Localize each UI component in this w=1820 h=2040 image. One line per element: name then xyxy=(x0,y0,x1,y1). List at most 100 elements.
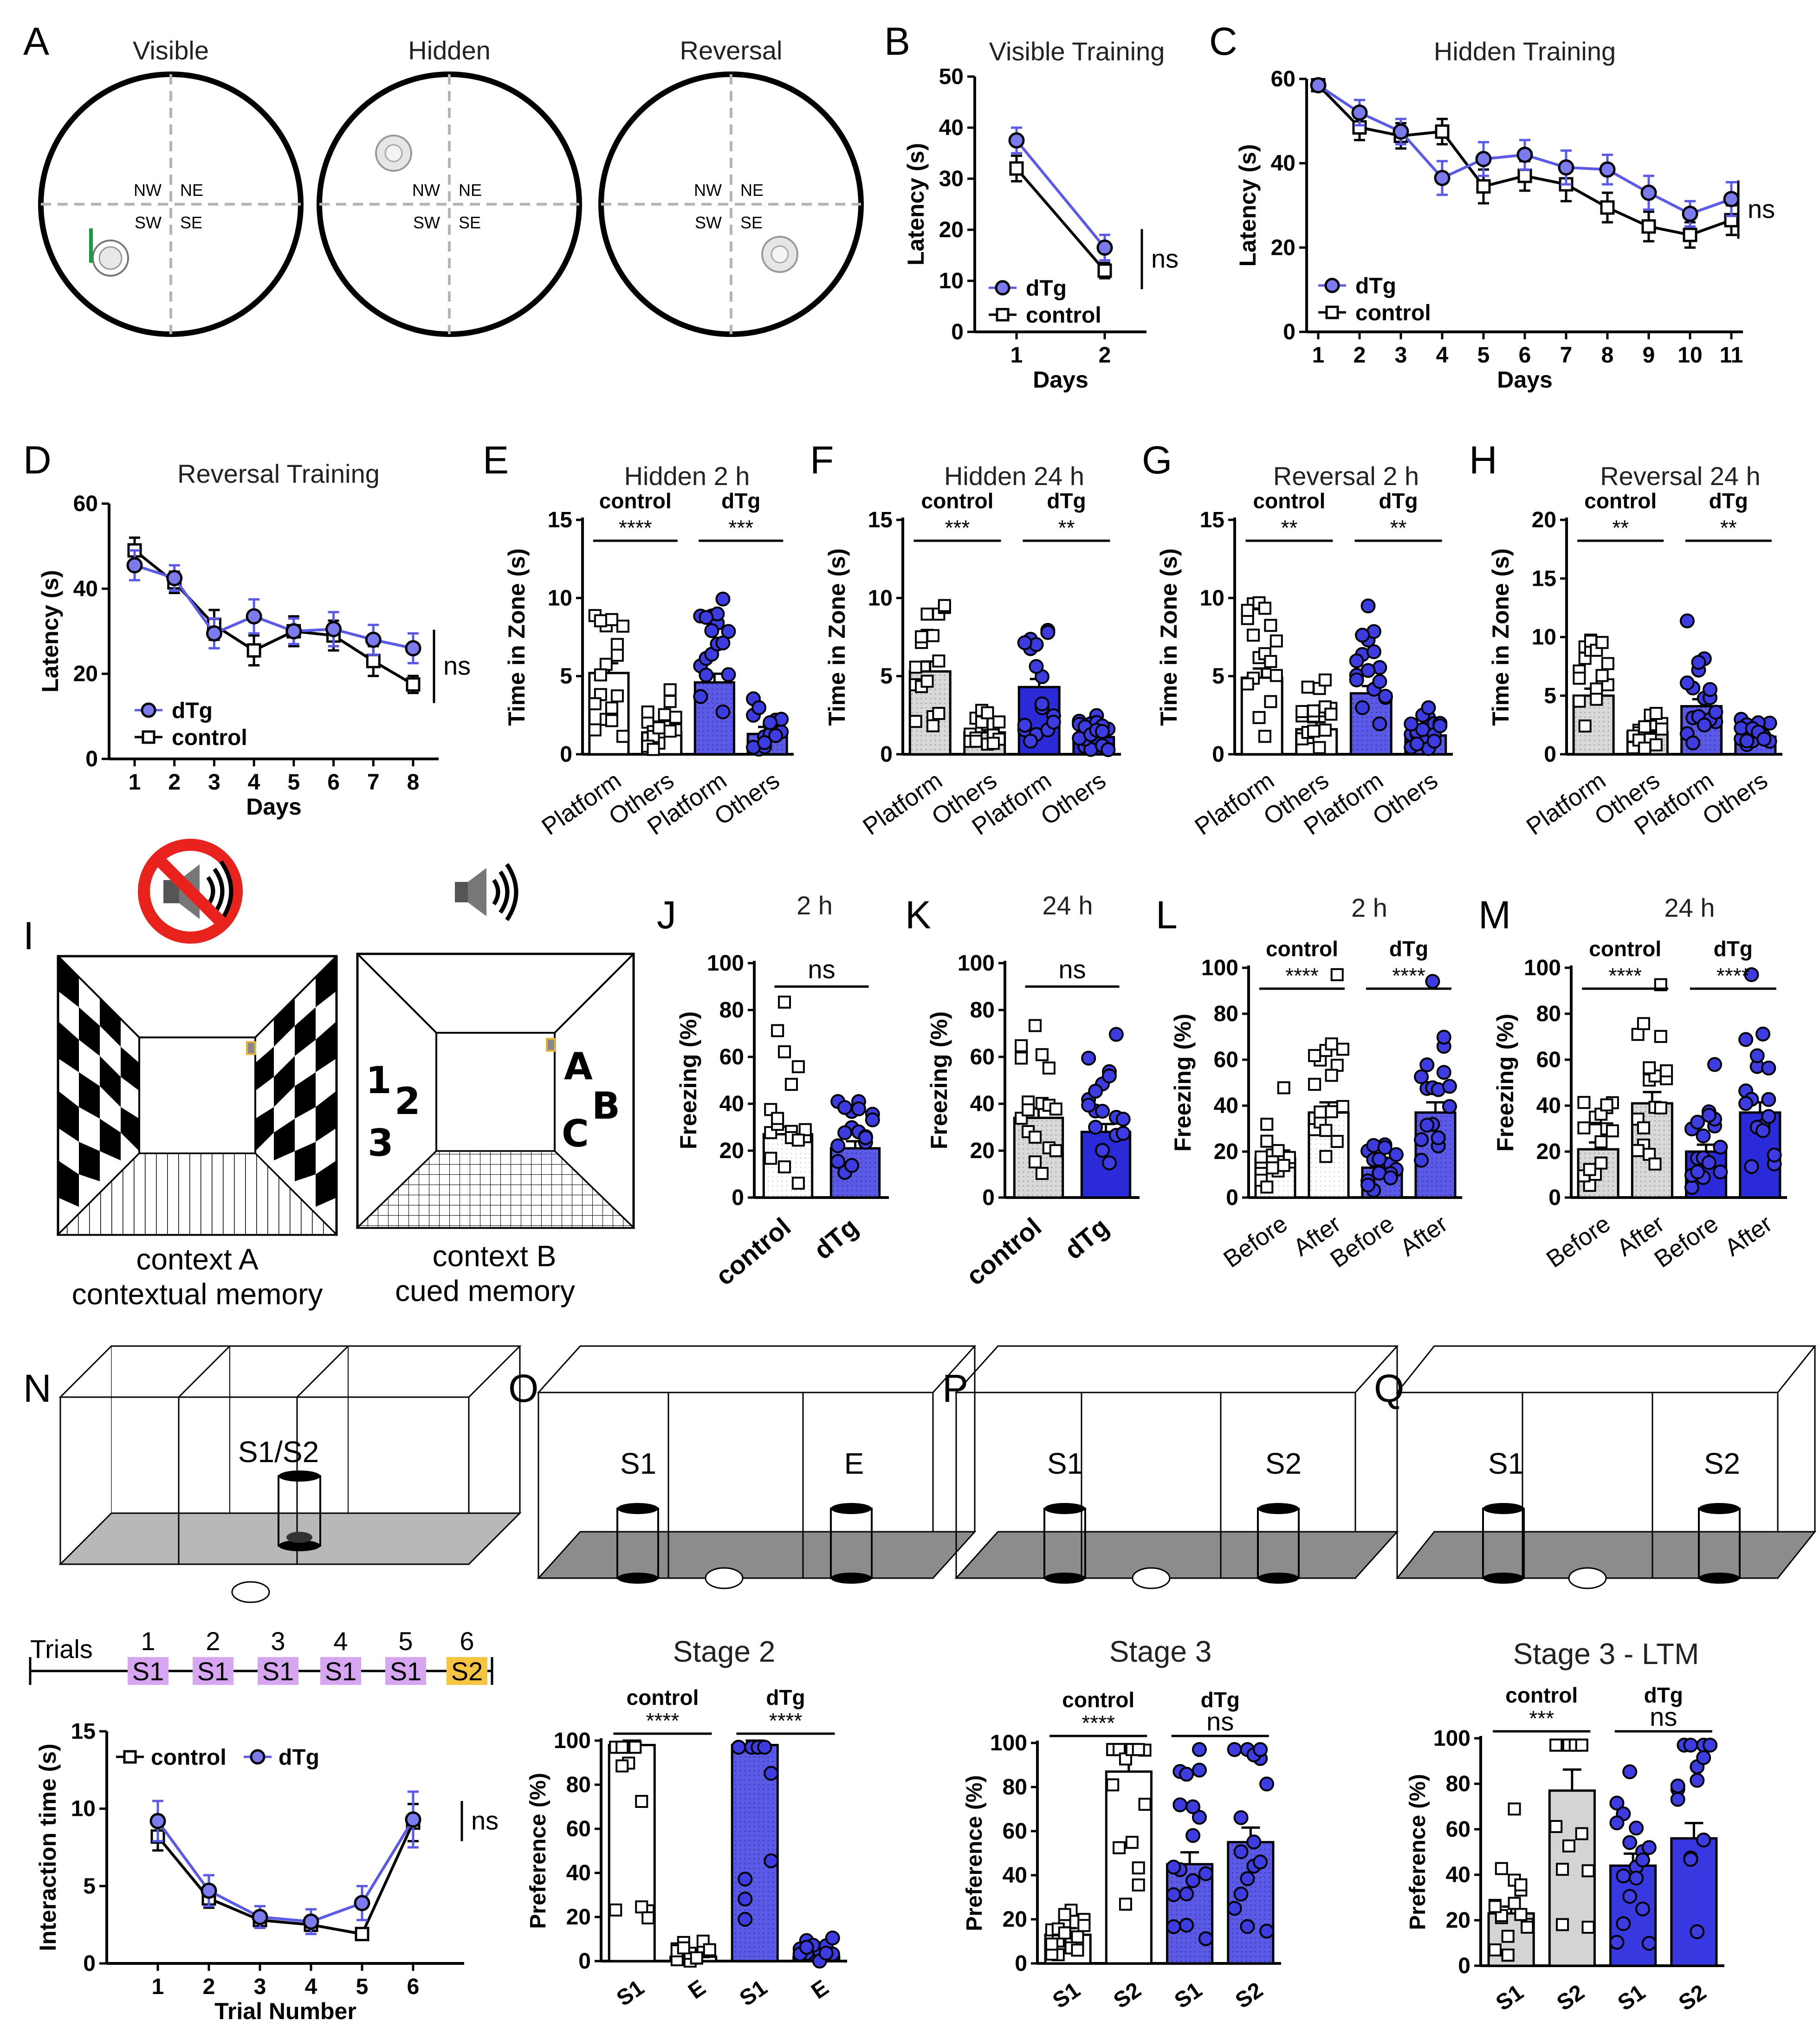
trial-stimulus: S1 xyxy=(197,1657,229,1686)
data-point xyxy=(1501,1930,1515,1943)
data-point xyxy=(1264,655,1277,668)
y-tick-label: 10 xyxy=(939,269,964,293)
bar-group xyxy=(829,1094,881,1199)
data-point xyxy=(1192,1762,1207,1778)
data-point xyxy=(1324,707,1338,721)
data-point xyxy=(1425,974,1440,989)
group-label: control xyxy=(1589,937,1661,961)
y-tick-label: 0 xyxy=(880,742,893,767)
data-point xyxy=(1264,695,1277,708)
y-tick-label: 0 xyxy=(1226,1185,1238,1210)
data-point xyxy=(1691,655,1706,670)
data-point xyxy=(406,677,421,692)
data-point xyxy=(641,705,654,719)
data-point xyxy=(699,610,714,625)
data-point xyxy=(1088,1120,1103,1135)
data-point xyxy=(677,1941,690,1955)
data-point xyxy=(1431,1130,1446,1146)
data-point xyxy=(1029,1130,1042,1144)
data-point xyxy=(778,995,791,1009)
significance-label: ns xyxy=(1058,955,1086,984)
bar-group xyxy=(1072,708,1116,758)
data-point xyxy=(791,1133,805,1147)
data-point xyxy=(926,719,939,732)
data-point xyxy=(366,654,381,668)
data-point xyxy=(149,1813,166,1829)
x-tick-label: 7 xyxy=(1560,343,1573,368)
significance-label: ** xyxy=(1281,516,1298,540)
data-point xyxy=(1023,733,1038,749)
y-tick-label: 50 xyxy=(939,65,964,89)
data-point xyxy=(1330,968,1344,981)
data-point xyxy=(1349,653,1364,668)
y-tick-label: 100 xyxy=(958,951,995,976)
y-tick-label: 0 xyxy=(1548,1185,1561,1210)
data-point xyxy=(628,1741,642,1754)
data-point xyxy=(1192,1810,1207,1825)
data-point xyxy=(1101,742,1116,758)
data-point xyxy=(721,667,736,682)
y-tick-label: 5 xyxy=(1544,684,1556,708)
y-tick-label: 20 xyxy=(1271,235,1295,260)
data-point xyxy=(1435,124,1450,139)
data-point xyxy=(1185,1873,1201,1888)
data-point xyxy=(818,1945,834,1961)
data-point xyxy=(764,1853,779,1868)
y-tick-label: 0 xyxy=(1458,1954,1470,1978)
data-point xyxy=(1253,1742,1268,1757)
data-point xyxy=(1419,1118,1435,1133)
y-tick-label: 40 xyxy=(1214,1094,1238,1118)
y-tick-label: 60 xyxy=(1003,1819,1027,1844)
category-label: Before xyxy=(1541,1210,1615,1273)
data-point xyxy=(992,715,1006,729)
data-point xyxy=(1022,1103,1035,1117)
data-point xyxy=(1701,1155,1716,1170)
quad-ne: NE xyxy=(459,181,482,200)
data-point xyxy=(1442,1099,1457,1114)
category-label: S1 xyxy=(735,1975,771,2011)
chart-title: Reversal Training xyxy=(177,459,380,488)
data-point xyxy=(1115,1126,1131,1141)
x-tick-label: 8 xyxy=(407,770,420,795)
panel-a-mazes: Visible Hidden Reversal NW NE SW SE NW N… xyxy=(38,36,864,337)
x-tick-label: 2 xyxy=(1354,343,1366,368)
data-point xyxy=(751,700,767,715)
data-point xyxy=(1703,1737,1718,1753)
significance-label: ns xyxy=(443,651,471,680)
y-tick-label: 100 xyxy=(1433,1726,1470,1751)
y-tick-label: 20 xyxy=(970,1139,995,1163)
legend-label: dTg xyxy=(1026,276,1067,301)
y-tick-label: 0 xyxy=(1015,1951,1027,1976)
data-point xyxy=(693,689,708,704)
category-label: S2 xyxy=(1674,1980,1710,2016)
maze-hidden: NW NE SW SE xyxy=(317,71,582,337)
significance-label: ** xyxy=(1720,516,1737,540)
data-point xyxy=(915,630,928,643)
bar-group xyxy=(1684,1057,1728,1199)
chamber-o-right: E xyxy=(844,1447,864,1480)
data-point xyxy=(1549,1738,1563,1752)
group-label: control xyxy=(1584,489,1657,513)
data-point xyxy=(1240,1871,1255,1886)
checker-right xyxy=(255,956,337,1207)
significance-label: **** xyxy=(1716,964,1750,988)
speaker-icon xyxy=(455,863,518,921)
y-tick-label: 0 xyxy=(951,320,964,344)
panel-letter-c: C xyxy=(1209,19,1237,63)
data-point xyxy=(1476,179,1491,194)
bar xyxy=(731,1744,779,1962)
y-tick-label: 0 xyxy=(982,1185,995,1210)
y-tick-label: 0 xyxy=(1544,742,1556,767)
y-axis-label: Time in Zone (s) xyxy=(504,548,530,725)
data-point xyxy=(1132,1743,1145,1756)
panel-letter-q: Q xyxy=(1374,1366,1404,1410)
group-label: dTg xyxy=(1709,489,1748,513)
y-tick-label: 60 xyxy=(719,1045,744,1069)
data-point xyxy=(405,1811,421,1828)
panel-letter-g: G xyxy=(1142,438,1172,482)
data-point xyxy=(1330,1135,1344,1148)
y-tick-label: 80 xyxy=(566,1773,591,1797)
data-point xyxy=(663,695,677,708)
category-label: dTg xyxy=(808,1212,863,1265)
data-point xyxy=(1609,1795,1625,1811)
